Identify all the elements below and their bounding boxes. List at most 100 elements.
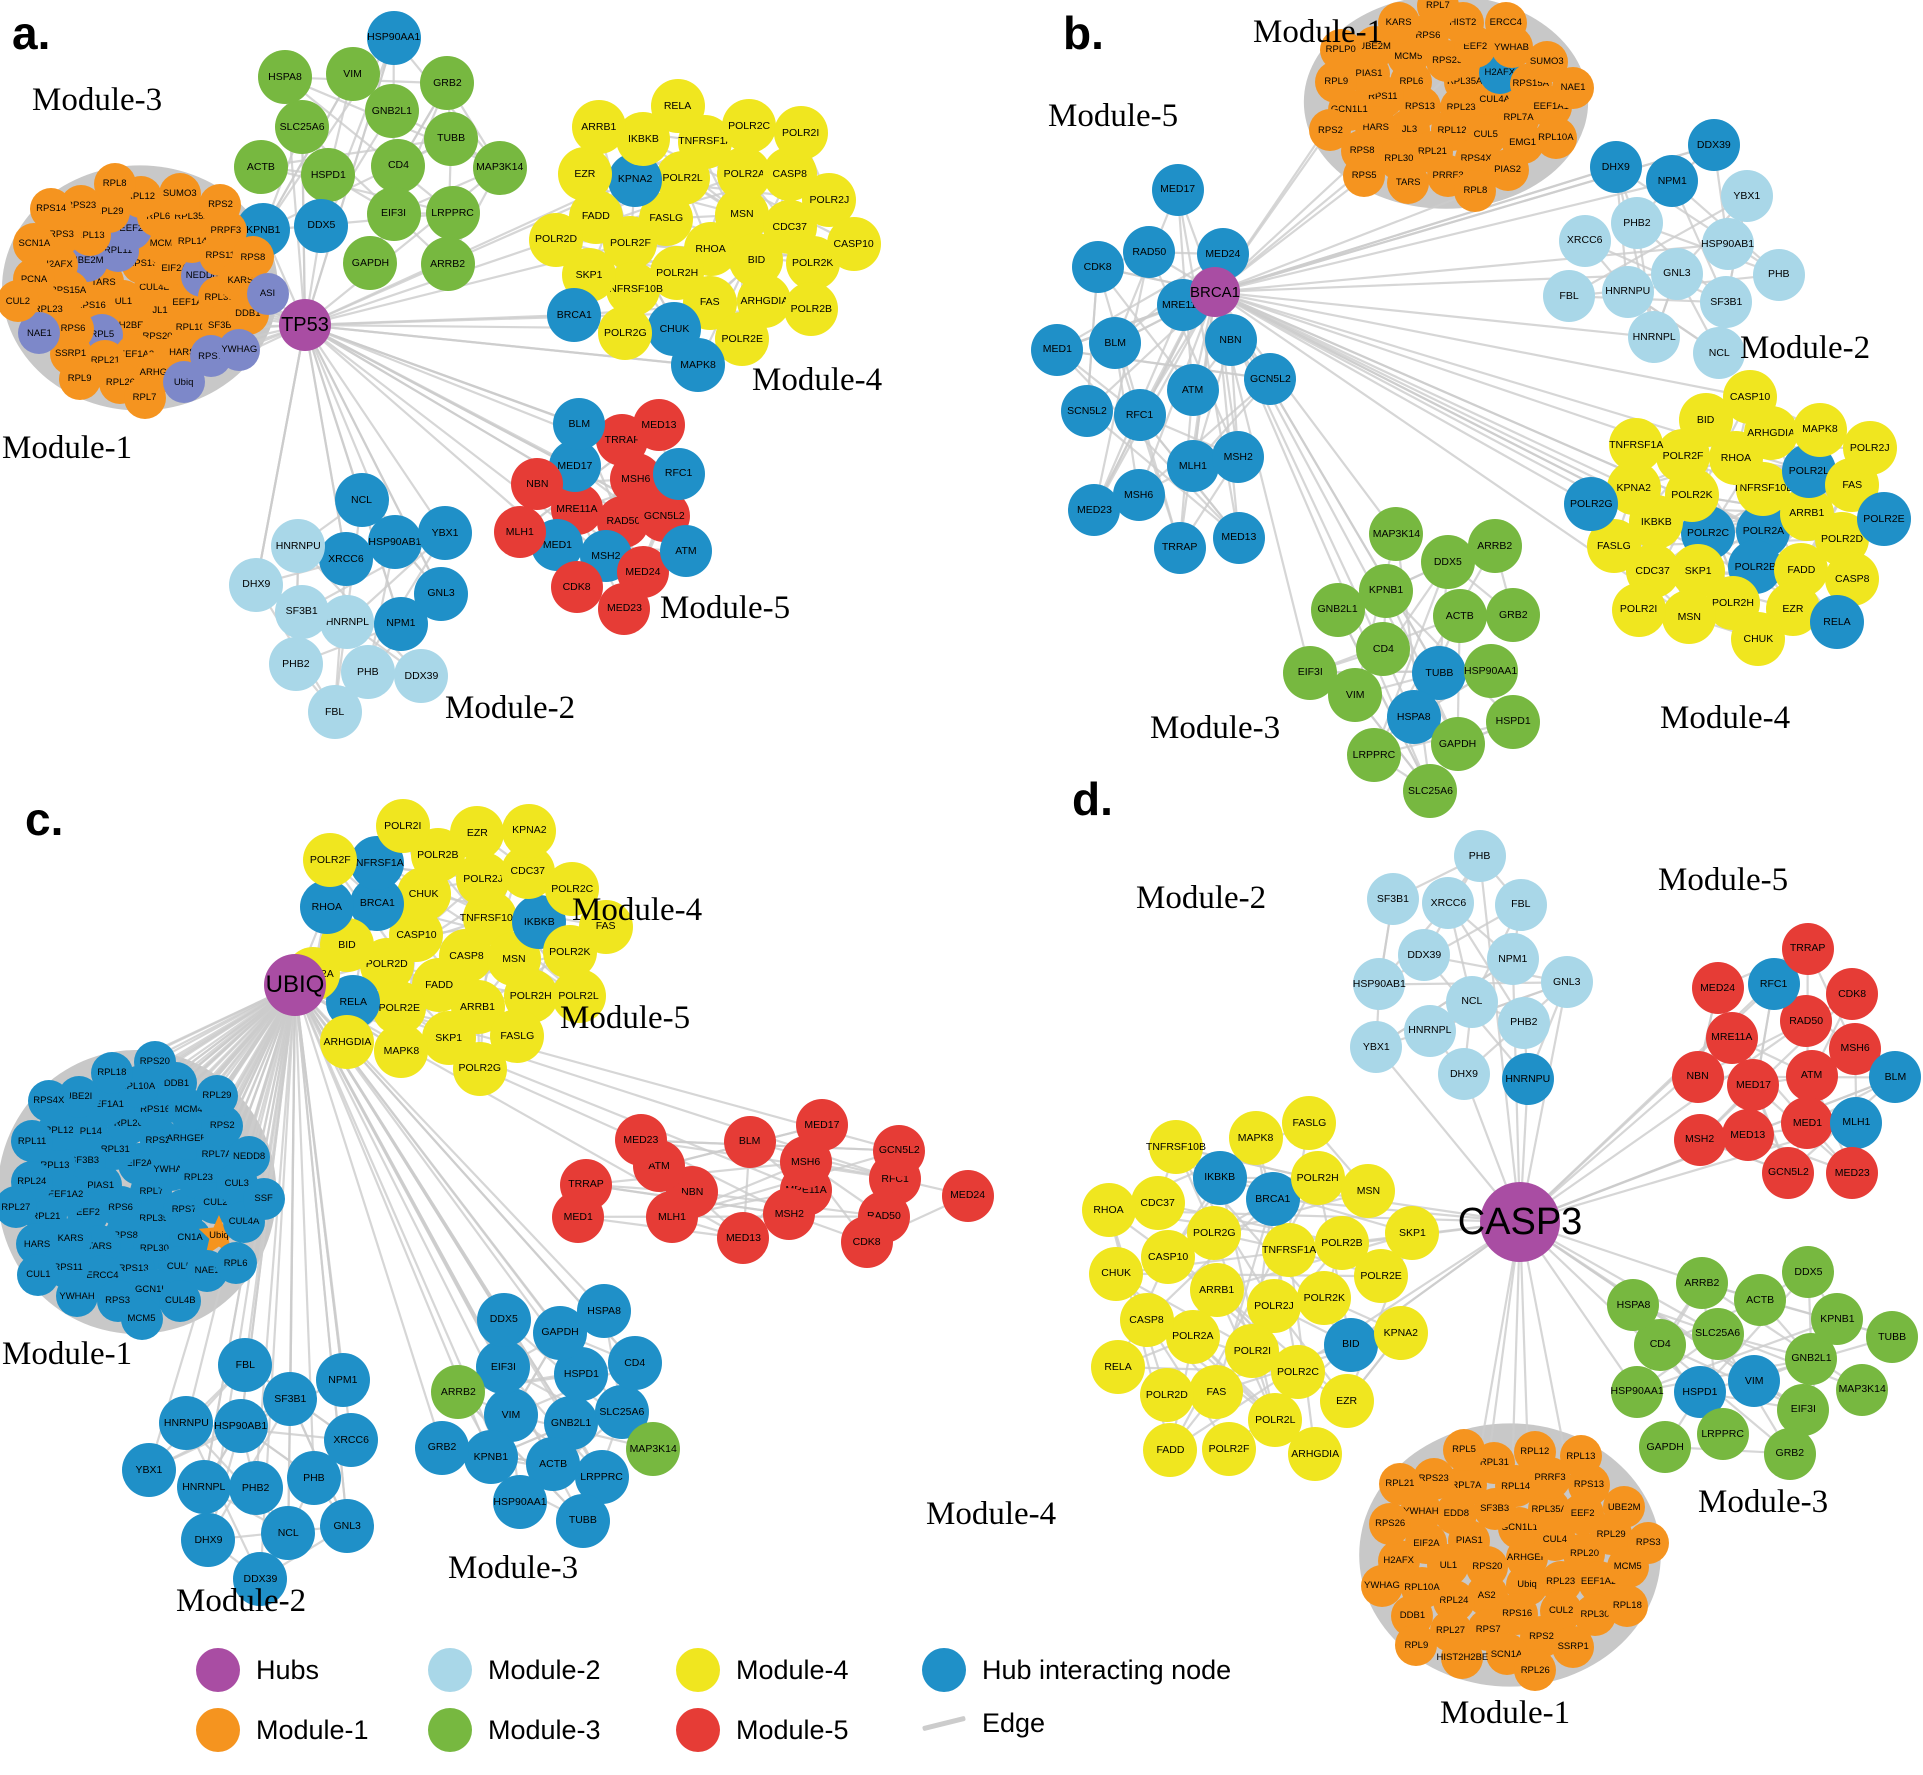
node-MRE11A: MRE11A [1705, 1011, 1758, 1064]
node-DDX5: DDX5 [294, 198, 349, 253]
module-label-module-1: Module-1 [1253, 14, 1384, 50]
node-GRB2: GRB2 [1763, 1427, 1816, 1480]
legend-label: Module-2 [488, 1654, 601, 1685]
node-EZR: EZR [557, 147, 612, 202]
node-GRB2: GRB2 [420, 56, 475, 111]
node-PHB: PHB [340, 645, 395, 700]
node-VIM: VIM [1728, 1354, 1781, 1407]
edge [1214, 290, 1751, 399]
legend-swatch-hub_interacting [922, 1648, 966, 1692]
module-label-module-4: Module-4 [1660, 700, 1791, 736]
node-TNFRSF1A: TNFRSF1A [1609, 418, 1663, 473]
edge [255, 324, 307, 585]
edge [1214, 190, 1476, 294]
module-label-module-4: Module-4 [926, 1496, 1057, 1532]
edge [1336, 609, 1432, 792]
node-GNL3: GNL3 [414, 566, 469, 621]
node-ARRB1: ARRB1 [1189, 1262, 1244, 1317]
node-POLR2E: POLR2E [1856, 492, 1911, 546]
module-label-module-5: Module-5 [1048, 98, 1179, 134]
legend-label: Module-4 [736, 1654, 849, 1685]
node-RFC1: RFC1 [652, 447, 705, 500]
node-POLR2J: POLR2J [1842, 421, 1897, 476]
hub-node-UBIQ: UBIQ [264, 954, 326, 1016]
node-SCN5L2: SCN5L2 [1061, 384, 1114, 437]
node-ARRB2: ARRB2 [1675, 1256, 1728, 1309]
edge [1519, 1020, 1807, 1223]
module-label-module-1: Module-1 [1440, 1695, 1571, 1731]
edge [284, 76, 454, 214]
node-MED13: MED13 [1721, 1109, 1774, 1161]
node-CDK8: CDK8 [550, 560, 603, 613]
node-MED24: MED24 [941, 1169, 994, 1222]
legend-swatch-module3 [428, 1708, 472, 1752]
node-TRRAP: TRRAP [1781, 922, 1834, 975]
node-DDX5: DDX5 [1782, 1245, 1835, 1298]
node-FAS: FAS [1189, 1364, 1244, 1419]
module-label-module-1: Module-1 [2, 430, 133, 466]
node-HSP90AB1: HSP90AB1 [1701, 217, 1754, 270]
node-FBL: FBL [1494, 878, 1547, 931]
node-CD4: CD4 [371, 138, 426, 193]
node-GNL3: GNL3 [1650, 247, 1703, 300]
node-HNRNPU: HNRNPU [1601, 265, 1654, 318]
edge [1636, 1317, 1838, 1393]
node-CHUK: CHUK [1089, 1246, 1144, 1301]
node-POLR2L: POLR2L [551, 968, 606, 1023]
node-POLR2L: POLR2L [1248, 1393, 1303, 1448]
node-CUL1: CUL1 [17, 1254, 60, 1297]
node-MED23: MED23 [1826, 1147, 1879, 1200]
node-CDK8: CDK8 [1071, 240, 1124, 293]
edge [1056, 253, 1224, 351]
node-SLC25A6: SLC25A6 [1691, 1307, 1744, 1360]
module-label-module-2: Module-2 [1740, 330, 1871, 366]
node-NCL: NCL [1693, 327, 1746, 380]
node-NBN: NBN [1204, 314, 1257, 367]
edge [1214, 272, 1677, 294]
node-CUL4B: CUL4B [159, 1279, 202, 1322]
node-KPNB1: KPNB1 [1811, 1292, 1864, 1345]
node-SLC25A6: SLC25A6 [275, 100, 330, 155]
node-EZR: EZR [1319, 1374, 1374, 1429]
node-RELA: RELA [1809, 595, 1864, 650]
node-POLR2C: POLR2C [722, 99, 777, 154]
node-POLR2E: POLR2E [1354, 1249, 1409, 1304]
node-GCN5L2: GCN5L2 [1762, 1146, 1815, 1199]
node-MED23: MED23 [598, 582, 651, 635]
node-MED13: MED13 [632, 398, 685, 451]
node-YWHAG: YWHAG [1360, 1565, 1403, 1608]
node-POLR2D: POLR2D [529, 212, 584, 267]
node-KPNB1: KPNB1 [463, 1430, 518, 1485]
node-SF3B1: SF3B1 [274, 584, 329, 639]
node-BLM: BLM [553, 398, 606, 451]
node-MAP3K14: MAP3K14 [1369, 506, 1424, 561]
node-GRB2: GRB2 [1486, 588, 1541, 643]
node-CASP8: CASP8 [1119, 1293, 1174, 1348]
node-ARRB2: ARRB2 [431, 1364, 486, 1419]
legend-label: Edge [982, 1708, 1046, 1738]
node-SLC25A6: SLC25A6 [1403, 764, 1458, 819]
node-HNRNPU: HNRNPU [271, 519, 326, 574]
node-PHB2: PHB2 [1610, 197, 1663, 250]
panel-letter-d: d. [1072, 773, 1113, 825]
module-label-module-2: Module-2 [1136, 880, 1267, 916]
node-RHOA: RHOA [299, 880, 354, 935]
node-CASP10: CASP10 [826, 217, 881, 272]
edge [1478, 856, 1522, 1223]
node-CASP10: CASP10 [1723, 369, 1778, 424]
node-BLM: BLM [723, 1115, 776, 1168]
node-NCL: NCL [1445, 975, 1498, 1028]
node-MED23: MED23 [1068, 484, 1121, 537]
node-RPS20: RPS20 [133, 1040, 176, 1083]
node-MED1: MED1 [1031, 323, 1084, 376]
legend-item-module-4: Module-4 [676, 1648, 849, 1692]
node-CD4: CD4 [1356, 622, 1411, 677]
node-YWHAG: YWHAG [218, 329, 261, 372]
legend-edge-line [922, 1715, 966, 1732]
node-RPL26: RPL26 [1514, 1649, 1557, 1692]
node-PHB2: PHB2 [228, 1461, 283, 1516]
node-RELA: RELA [650, 78, 705, 133]
node-DDX39: DDX39 [1687, 119, 1740, 172]
node-MED17: MED17 [1151, 163, 1204, 216]
